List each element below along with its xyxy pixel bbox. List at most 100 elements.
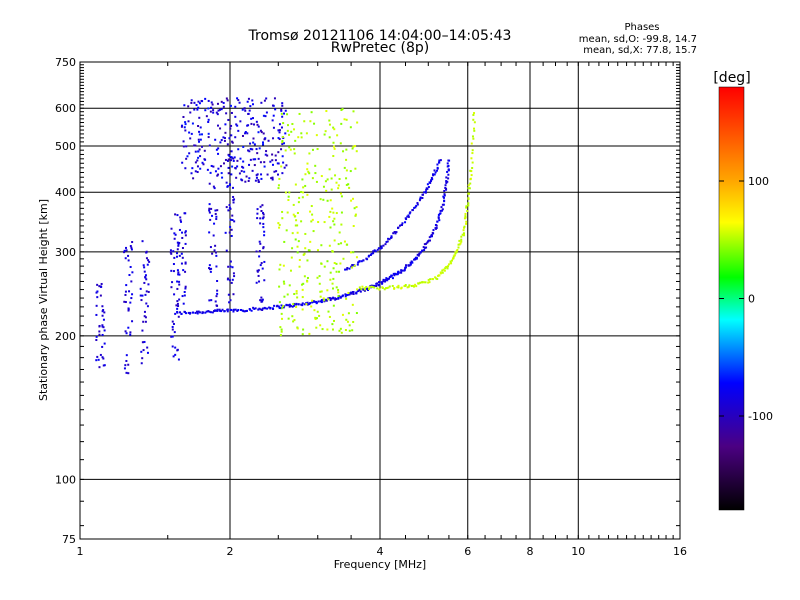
echo-point (198, 311, 201, 314)
echo-point (277, 151, 280, 154)
echo-point (331, 250, 334, 253)
echo-point (230, 156, 233, 159)
echo-point (217, 173, 220, 176)
echo-point (279, 326, 282, 329)
echo-point (413, 206, 416, 209)
echo-point (388, 238, 391, 241)
echo-point (329, 210, 332, 213)
echo-point (239, 308, 242, 311)
echo-point (184, 262, 187, 265)
echo-point (369, 253, 372, 256)
echo-point (319, 324, 322, 327)
echo-point (388, 277, 391, 280)
echo-point (241, 134, 244, 137)
echo-point (229, 225, 232, 228)
echo-point (278, 285, 281, 288)
echo-point (447, 159, 450, 162)
echo-point (278, 301, 281, 304)
echo-point (467, 202, 470, 205)
echo-point (297, 303, 300, 306)
echo-point (380, 246, 383, 249)
echo-point (407, 264, 410, 267)
echo-point (333, 223, 336, 226)
echo-point (292, 203, 295, 206)
echo-point (230, 173, 233, 176)
echo-point (262, 141, 265, 144)
echo-point (197, 100, 200, 103)
echo-point (208, 144, 211, 147)
echo-point (178, 241, 181, 244)
echo-point (418, 199, 421, 202)
echo-point (344, 268, 347, 271)
echo-point (194, 170, 197, 173)
echo-point (254, 307, 257, 310)
echo-point (178, 298, 181, 301)
echo-point (178, 273, 181, 276)
echo-point (353, 264, 356, 267)
echo-point (352, 110, 355, 113)
echo-point (306, 168, 309, 171)
echo-point (233, 220, 236, 223)
echo-point (446, 170, 449, 173)
echo-point (280, 312, 283, 315)
echo-point (245, 309, 248, 312)
echo-point (260, 296, 263, 299)
echo-point (214, 212, 217, 215)
echo-point (295, 302, 298, 305)
echo-point (306, 193, 309, 196)
echo-point (334, 298, 337, 301)
echo-point (214, 309, 217, 312)
echo-point (208, 299, 211, 302)
echo-point (281, 172, 284, 175)
echo-point (184, 231, 187, 234)
x-axis-label: Frequency [MHz] (334, 558, 426, 571)
echo-point (346, 320, 349, 323)
y-tick-label: 300 (55, 246, 76, 259)
echo-point (360, 260, 363, 263)
echo-point (101, 314, 104, 317)
echo-point (169, 251, 172, 254)
echo-point (249, 142, 252, 145)
echo-point (181, 124, 184, 127)
echo-point (323, 299, 326, 302)
echo-point (216, 304, 219, 307)
echo-point (328, 215, 331, 218)
echo-point (278, 307, 281, 310)
echo-point (203, 149, 206, 152)
echo-point (317, 221, 320, 224)
echo-point (303, 303, 306, 306)
echo-point (332, 220, 335, 223)
echo-point (406, 286, 409, 289)
echo-point (208, 268, 211, 271)
echo-point (173, 293, 176, 296)
echo-point (425, 188, 428, 191)
echo-point (337, 184, 340, 187)
echo-point (129, 245, 132, 248)
echo-point (176, 280, 179, 283)
echo-point (401, 269, 404, 272)
echo-point (127, 254, 130, 257)
echo-point (242, 166, 245, 169)
echo-point (340, 211, 343, 214)
echo-point (101, 310, 104, 313)
echo-point (229, 104, 232, 107)
echo-point (311, 213, 314, 216)
echo-point (174, 346, 177, 349)
echo-point (326, 178, 329, 181)
echo-point (185, 145, 188, 148)
echo-point (422, 246, 425, 249)
echo-point (243, 107, 246, 110)
echo-point (460, 240, 463, 243)
echo-point (434, 276, 437, 279)
echo-point (471, 135, 474, 138)
echo-point (196, 165, 199, 168)
echo-point (469, 169, 472, 172)
x-tick-label: 16 (673, 545, 687, 558)
echo-point (280, 108, 283, 111)
echo-point (296, 296, 299, 299)
y-tick-label: 400 (55, 186, 76, 199)
echo-point (265, 97, 268, 100)
echo-point (259, 205, 262, 208)
echo-point (201, 100, 204, 103)
